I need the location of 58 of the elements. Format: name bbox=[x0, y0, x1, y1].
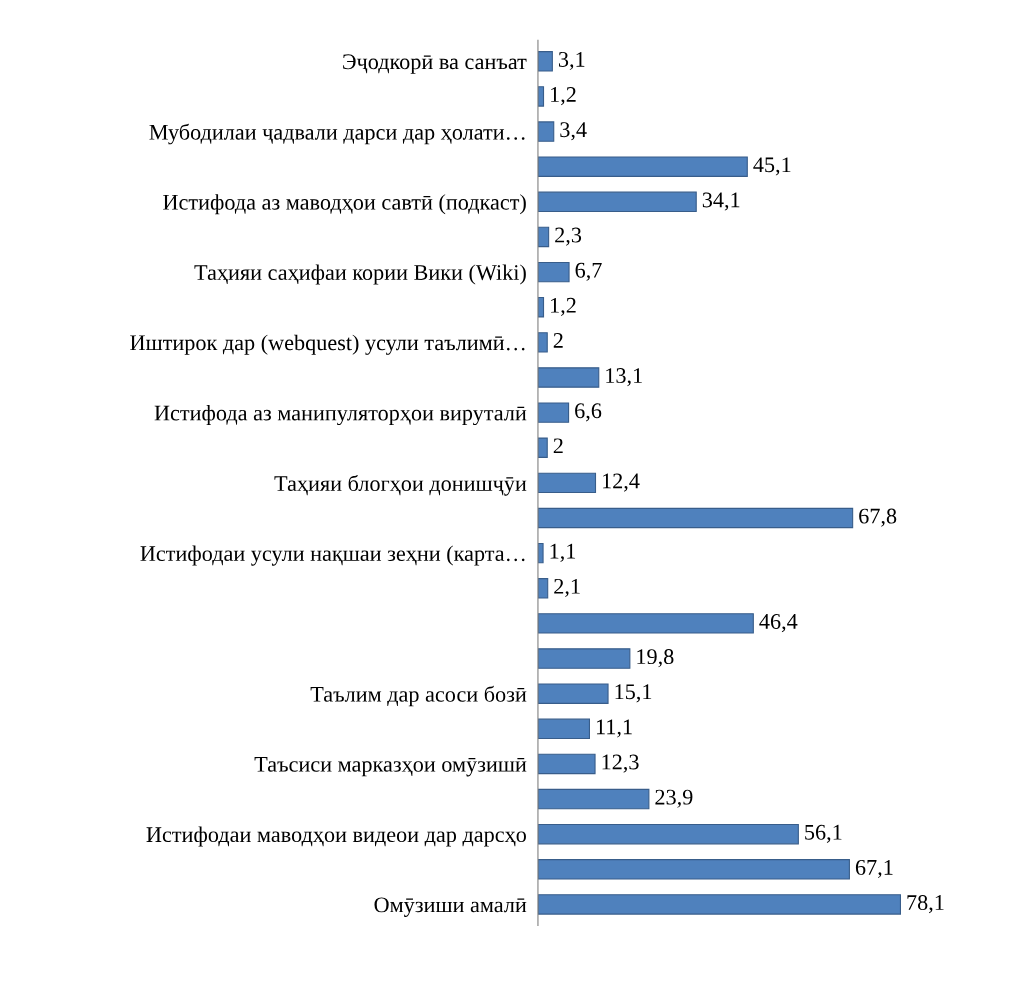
bar bbox=[537, 437, 548, 458]
y-tick-label: Истифода аз маводҳои савтӣ (подкаст) bbox=[163, 194, 526, 215]
data-label: 2 bbox=[553, 332, 563, 348]
y-tick-label: Мубодилаи ҷадвали дарси дар ҳолати… bbox=[149, 123, 525, 145]
bar bbox=[537, 788, 650, 810]
y-tick-label: Таҳияи саҳифаи кории Вики (Wiki) bbox=[194, 264, 526, 285]
bar bbox=[537, 121, 555, 142]
y-tick-label: Таълим дар асоси бозӣ bbox=[310, 685, 527, 707]
bar bbox=[537, 894, 902, 915]
bar bbox=[537, 613, 754, 634]
y-tick-label: Эҷодкорӣ ва санъат bbox=[343, 54, 527, 74]
data-label: 3,4 bbox=[560, 122, 587, 141]
data-label: 12,4 bbox=[603, 473, 640, 492]
y-tick-label: Истифода аз манипуляторҳои вируталӣ bbox=[154, 404, 527, 426]
y-tick-label: Истифодаи маводҳои видеои дар дарсҳо bbox=[146, 826, 526, 847]
bar bbox=[537, 753, 596, 775]
y-tick-label: Истифодаи усули нақшаи зеҳни (карта… bbox=[140, 545, 525, 566]
bar bbox=[537, 578, 549, 599]
data-label: 1,2 bbox=[551, 87, 576, 106]
data-label: 1,2 bbox=[551, 297, 576, 316]
bar bbox=[537, 718, 591, 740]
bar bbox=[537, 859, 850, 880]
data-label: 45,1 bbox=[753, 157, 791, 176]
bar bbox=[537, 156, 748, 177]
data-label: 67,1 bbox=[855, 859, 893, 879]
data-label: 13,1 bbox=[606, 368, 642, 387]
bar bbox=[537, 648, 631, 669]
bar bbox=[537, 823, 799, 845]
data-label: 23,9 bbox=[655, 789, 693, 808]
data-label: 6,7 bbox=[575, 262, 602, 281]
y-tick-label: Иштирок дар (webquest) усули таълимӣ… bbox=[130, 334, 525, 355]
data-label: 6,6 bbox=[575, 403, 602, 422]
y-tick-label: Таъсиси марказҳои омӯзишӣ bbox=[254, 757, 527, 777]
bar bbox=[537, 472, 597, 494]
data-label: 3,1 bbox=[558, 51, 585, 71]
data-label: 46,4 bbox=[759, 614, 798, 633]
data-label: 15,1 bbox=[615, 684, 652, 703]
bar bbox=[537, 402, 570, 423]
data-label: 2 bbox=[553, 438, 563, 454]
bar bbox=[537, 367, 600, 388]
data-label: 56,1 bbox=[805, 824, 842, 843]
bar bbox=[537, 51, 553, 72]
bar bbox=[537, 683, 609, 704]
bar bbox=[537, 261, 570, 283]
bar bbox=[537, 332, 548, 353]
bar bbox=[537, 507, 854, 529]
data-label: 1,1 bbox=[550, 543, 576, 562]
data-label: 11,1 bbox=[596, 719, 632, 738]
y-tick-label: Таҳияи блогҳои донишҷӯи bbox=[274, 474, 527, 496]
y-tick-label: Омӯзиши амалӣ bbox=[374, 897, 527, 917]
data-label: 19,8 bbox=[637, 649, 674, 668]
data-label: 12,3 bbox=[602, 754, 639, 773]
data-label: 2,1 bbox=[554, 578, 580, 598]
bar bbox=[537, 191, 697, 213]
data-label: 78,1 bbox=[907, 895, 944, 914]
data-label: 34,1 bbox=[702, 192, 740, 211]
data-label: 67,8 bbox=[859, 508, 897, 527]
data-label: 2,3 bbox=[555, 227, 582, 246]
